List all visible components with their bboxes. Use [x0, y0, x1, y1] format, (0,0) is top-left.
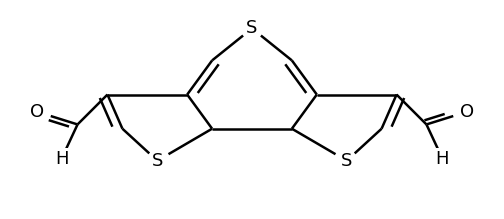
Text: O: O	[460, 103, 474, 121]
Text: S: S	[152, 152, 163, 170]
Text: S: S	[246, 19, 258, 37]
Text: H: H	[435, 150, 449, 168]
Text: H: H	[55, 150, 69, 168]
Text: O: O	[30, 103, 44, 121]
Text: S: S	[341, 152, 352, 170]
